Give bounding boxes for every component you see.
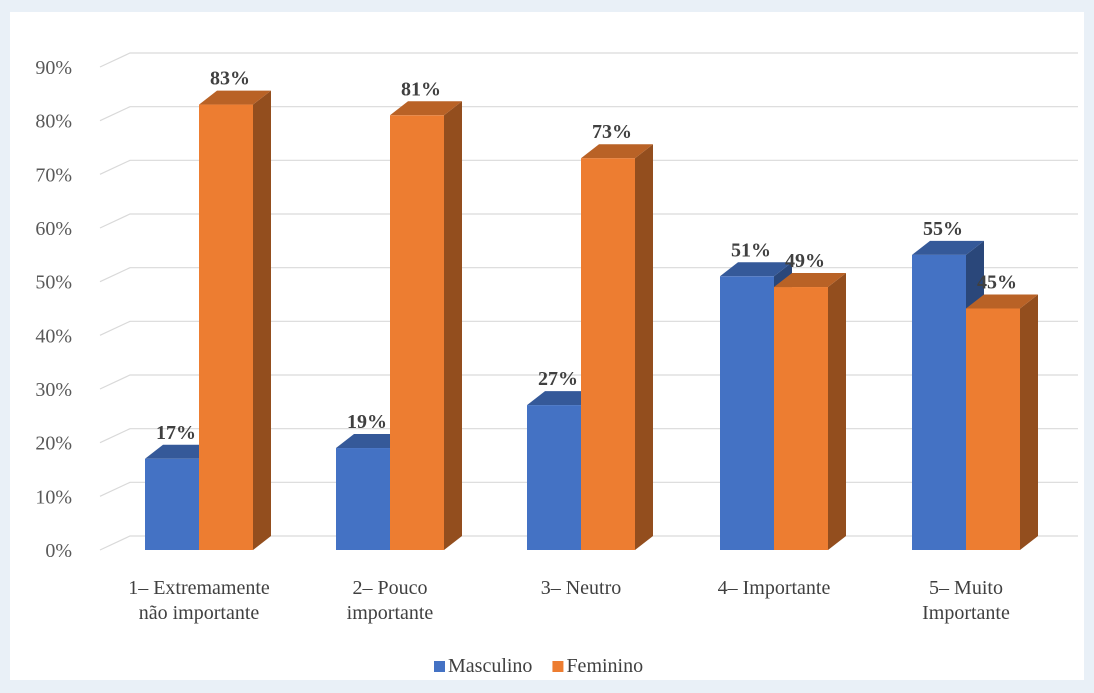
y-tick-label: 70% — [35, 164, 72, 186]
bar-feminino — [390, 101, 462, 551]
y-tick-label: 30% — [35, 379, 72, 401]
y-tick-label: 0% — [45, 540, 72, 562]
data-label: 17% — [156, 422, 196, 444]
bar-feminino — [774, 273, 846, 550]
y-tick-label: 10% — [35, 486, 72, 508]
y-axis-ticks: 0% 10% 20% 30% 40% 50% 60% 70% 80% 90% — [35, 57, 72, 562]
legend-item-masculino: Masculino — [434, 655, 532, 677]
legend-swatch — [434, 661, 445, 672]
gridline — [99, 213, 1078, 229]
data-label: 73% — [592, 121, 632, 143]
data-label: 45% — [977, 272, 1017, 294]
data-label: 51% — [731, 239, 771, 261]
data-label: 27% — [538, 368, 578, 390]
bar-feminino — [199, 90, 271, 551]
data-label: 81% — [401, 78, 441, 100]
x-category-label: 2– Pouco importante — [347, 577, 434, 624]
legend-label: Feminino — [566, 655, 643, 677]
legend-swatch — [552, 661, 564, 672]
data-label: 55% — [923, 218, 963, 240]
legend-item-feminino: Feminino — [552, 655, 643, 677]
data-label: 19% — [347, 411, 387, 433]
bars — [145, 90, 1038, 551]
chart-area: 0% 10% 20% 30% 40% 50% 60% 70% 80% 90% 17% 83% 19% 8… — [10, 12, 1084, 680]
data-label: 49% — [785, 250, 825, 272]
y-tick-label: 90% — [35, 57, 72, 79]
gridline — [99, 106, 1078, 122]
y-tick-label: 50% — [35, 272, 72, 294]
legend-label: Masculino — [448, 655, 532, 677]
y-tick-label: 60% — [35, 218, 72, 240]
data-labels: 17% 83% 19% 81% 27% 73% 51% 49% 55% 45% — [156, 68, 1017, 444]
x-axis-categories: 1– Extremamente não importante 2– Pouco imp… — [128, 577, 1010, 624]
y-tick-label: 80% — [35, 111, 72, 133]
gridline — [99, 159, 1078, 175]
x-category-label: 5– Muito Importante — [922, 577, 1010, 624]
y-tick-label: 20% — [35, 433, 72, 455]
gridlines — [99, 52, 1078, 551]
legend: Masculino Feminino — [434, 655, 643, 677]
bar-feminino — [966, 294, 1038, 550]
x-category-label: 3– Neutro — [541, 577, 622, 599]
bar-feminino — [581, 144, 653, 550]
gridline — [99, 52, 1078, 68]
x-category-label: 4– Importante — [718, 577, 831, 599]
data-label: 83% — [210, 68, 250, 90]
y-tick-label: 40% — [35, 325, 72, 347]
bar-chart: 0% 10% 20% 30% 40% 50% 60% 70% 80% 90% 17% 83% 19% 8… — [35, 52, 1078, 677]
x-category-label: 1– Extremamente não importante — [128, 577, 270, 624]
